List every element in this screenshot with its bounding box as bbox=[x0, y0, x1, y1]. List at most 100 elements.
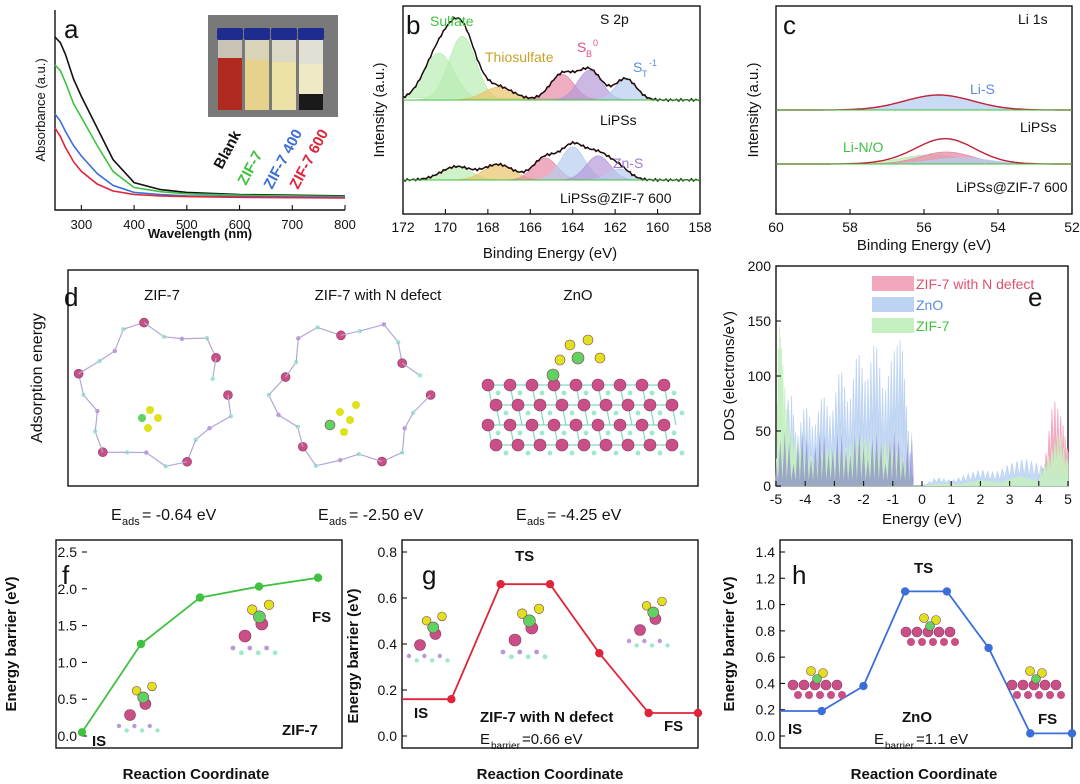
li-atom bbox=[523, 614, 536, 628]
panel-d-ylabel: Adsorption energy bbox=[29, 313, 46, 443]
c-atom bbox=[500, 649, 506, 655]
zn-atom bbox=[827, 691, 835, 699]
c-atom bbox=[132, 723, 137, 729]
c-atom bbox=[414, 658, 419, 663]
bond bbox=[285, 361, 297, 378]
o-atom bbox=[627, 390, 633, 396]
panel-f-letter: f bbox=[62, 560, 70, 590]
panel-a-xlabel: Wavelength (nm) bbox=[148, 226, 252, 241]
bond bbox=[383, 324, 399, 343]
eads-zno-e: E bbox=[516, 507, 527, 524]
c-atom bbox=[422, 653, 427, 659]
g-line bbox=[402, 583, 698, 714]
c-x-tick-label: 52 bbox=[1064, 219, 1080, 235]
s-atom bbox=[247, 604, 258, 615]
c-atom bbox=[429, 658, 435, 663]
c-atom bbox=[634, 643, 639, 648]
c-atom bbox=[417, 373, 423, 378]
s-atom bbox=[346, 416, 354, 424]
legend-zno: ZnO bbox=[916, 297, 943, 313]
c-atom bbox=[293, 359, 299, 365]
panel-c-title: Li 1s bbox=[1018, 11, 1048, 27]
zn-atom bbox=[591, 418, 605, 432]
li-atom bbox=[647, 606, 660, 619]
zn-atom bbox=[634, 624, 646, 636]
c-atom bbox=[210, 376, 215, 382]
zn-atom bbox=[1050, 679, 1062, 691]
bond bbox=[163, 336, 183, 340]
c-atom bbox=[116, 723, 122, 729]
f-y-tick-label: 2.0 bbox=[58, 581, 78, 597]
panel-h-letter: h bbox=[792, 560, 806, 590]
li-atom bbox=[137, 691, 149, 704]
zn-atom bbox=[940, 638, 948, 646]
label-b-lipss-zif: LiPSs@ZIF-7 600 bbox=[560, 190, 672, 206]
o-atom bbox=[569, 410, 575, 416]
f-label-name: ZIF-7 bbox=[282, 722, 318, 739]
c-atom bbox=[411, 410, 416, 415]
bond bbox=[297, 426, 304, 447]
h-point bbox=[859, 681, 868, 691]
li-atom bbox=[812, 674, 822, 684]
a-xtick-label: 400 bbox=[123, 217, 145, 232]
o-atom bbox=[657, 410, 663, 416]
panel-e-ylabel: DOS (electrons/eV) bbox=[721, 311, 738, 441]
panel-c: c Li 1s Intensity (a.u.) Binding Energy … bbox=[745, 5, 1080, 254]
panel-f-frame bbox=[55, 539, 343, 749]
h-ebarrier: E barrier =1.1 eV bbox=[874, 731, 968, 752]
zn-atom bbox=[569, 378, 583, 392]
label-lino: Li-N/O bbox=[843, 139, 884, 155]
bond bbox=[145, 452, 167, 467]
e-x-tick-label: 4 bbox=[1035, 491, 1043, 507]
o-atom bbox=[613, 410, 619, 416]
zn-atom bbox=[635, 418, 649, 432]
label-c-lipss: LiPSs bbox=[1020, 119, 1057, 135]
label-zns: Zn-S bbox=[613, 155, 643, 171]
zn-atom bbox=[533, 398, 547, 412]
eads-zif7: E ads = -0.64 eV bbox=[111, 507, 217, 528]
panel-h-plot bbox=[780, 587, 1077, 738]
e-x-tick-label: -5 bbox=[770, 491, 783, 507]
eads-zif7-val: = -0.64 eV bbox=[142, 507, 217, 524]
e-x-tick-label: -1 bbox=[887, 491, 900, 507]
o-atom bbox=[517, 390, 523, 396]
zn-atom bbox=[657, 418, 671, 432]
eads-zno-val: = -4.25 eV bbox=[547, 507, 622, 524]
zn-atom bbox=[900, 626, 912, 638]
zn-atom bbox=[511, 438, 525, 452]
panel-e-ticks: 0 50 100 150 200 -5 -4 -3 -2 -1 0 1 2 3 4 5 bbox=[748, 258, 1072, 507]
g-point bbox=[447, 695, 456, 704]
s-atom bbox=[131, 686, 142, 696]
zif7-structure-icon bbox=[73, 317, 234, 469]
h-label-name: ZnO bbox=[902, 709, 932, 726]
bond bbox=[78, 360, 100, 375]
o-atom bbox=[547, 410, 553, 416]
o-atom bbox=[649, 430, 655, 436]
e-x-tick-label: -2 bbox=[857, 491, 870, 507]
g-y-tick-label: 0.6 bbox=[378, 590, 398, 606]
zn-atom bbox=[665, 398, 679, 412]
a-xtick-label: 600 bbox=[229, 217, 251, 232]
bond bbox=[99, 350, 116, 362]
h-label-fs: FS bbox=[1038, 711, 1057, 728]
panel-g-ylabel: Energy barrier (eV) bbox=[345, 588, 362, 723]
structure-zif7n-title: ZIF-7 with N defect bbox=[315, 287, 443, 304]
zn-atom bbox=[657, 378, 671, 392]
legend-swatch-zif7 bbox=[872, 318, 914, 333]
panel-c-letter: c bbox=[783, 10, 796, 40]
s-atom bbox=[340, 428, 348, 436]
g-ebarrier-sub: barrier bbox=[491, 741, 521, 752]
o-atom bbox=[525, 450, 531, 456]
s-atom bbox=[594, 352, 606, 364]
o-atom bbox=[635, 450, 641, 456]
eads-zif7n-sub: ads bbox=[329, 516, 347, 528]
panel-d-letter: d bbox=[64, 282, 78, 312]
s-atom bbox=[657, 596, 667, 607]
zn-atom bbox=[1046, 691, 1054, 699]
panel-h: h Energy barrier (eV) Reaction Coordinat… bbox=[721, 539, 1077, 783]
c-atom bbox=[315, 325, 320, 330]
h-y-tick-label: 1.4 bbox=[756, 544, 776, 560]
h-y-tick-label: 0.0 bbox=[756, 728, 776, 744]
legend-swatch-ndefect bbox=[872, 276, 914, 291]
